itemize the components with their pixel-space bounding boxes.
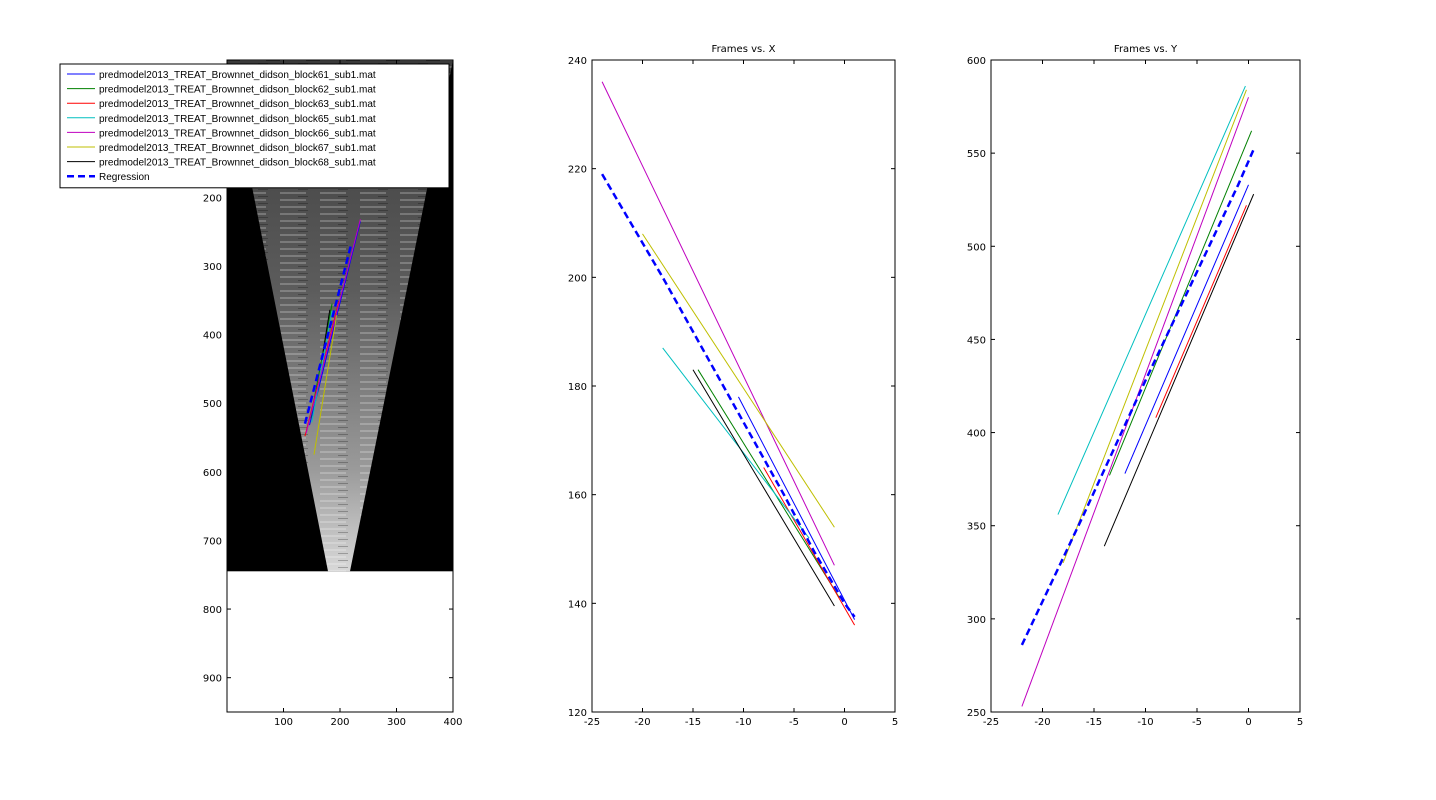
x-tick-label: -10 — [735, 717, 751, 728]
chart-title: Frames vs. Y — [1114, 44, 1178, 55]
frames-vs-y-subplot: Frames vs. Y -25 -20 -15 -10 -5 0 5 250 300 350 40… — [967, 44, 1303, 728]
series-line — [697, 369, 840, 599]
y-tick-label: 450 — [967, 335, 986, 346]
y-tick-label: 600 — [203, 468, 222, 479]
y-tick-label: 200 — [203, 193, 222, 204]
y-tick-label: 500 — [967, 242, 986, 253]
x-tick-label: -5 — [1192, 717, 1202, 728]
y-tick-label: 400 — [967, 429, 986, 440]
legend-label: Regression — [99, 172, 150, 183]
x-tick-label: 5 — [892, 717, 898, 728]
y-tick-label: 600 — [967, 56, 986, 67]
x-tick-label: -20 — [634, 717, 650, 728]
series-line — [601, 81, 835, 566]
legend-box — [59, 63, 450, 189]
series-line — [763, 467, 856, 626]
series-line — [1155, 205, 1247, 418]
series-line — [1057, 85, 1246, 515]
x-tick-label: -15 — [1086, 717, 1102, 728]
x-tick-label: 400 — [443, 717, 462, 728]
y-tick-label: 700 — [203, 536, 222, 547]
frames-vs-x-subplot: Frames vs. X -25 -20 -15 -10 -5 0 5 120 140 160 18… — [568, 44, 898, 728]
y-tick-label: 900 — [203, 674, 222, 685]
legend-label: predmodel2013_TREAT_Brownnet_didson_bloc… — [99, 99, 376, 110]
y-tick-label: 800 — [203, 605, 222, 616]
x-tick-label: -20 — [1034, 717, 1050, 728]
legend: predmodel2013_TREAT_Brownnet_didson_bloc… — [59, 63, 450, 189]
x-tick-label: 0 — [841, 717, 847, 728]
series-line — [1108, 130, 1253, 476]
series-line — [305, 219, 361, 434]
plot-background — [592, 60, 895, 712]
x-tick-label: -25 — [584, 717, 600, 728]
legend-label: predmodel2013_TREAT_Brownnet_didson_bloc… — [99, 158, 376, 169]
y-tick-label: 120 — [568, 708, 587, 719]
legend-label: predmodel2013_TREAT_Brownnet_didson_bloc… — [99, 128, 376, 139]
series-line — [1103, 193, 1255, 547]
y-tick-label: 200 — [568, 273, 587, 284]
y-tick-label: 180 — [568, 382, 587, 393]
series-line — [1124, 184, 1249, 474]
regression-line — [303, 243, 353, 425]
y-tick-label: 500 — [203, 399, 222, 410]
series-line — [662, 347, 810, 539]
series-line — [311, 310, 333, 423]
x-tick-label: 0 — [1245, 717, 1251, 728]
y-tick-label: 220 — [568, 165, 587, 176]
legend-label: predmodel2013_TREAT_Brownnet_didson_bloc… — [99, 114, 376, 125]
chart-title: Frames vs. X — [712, 44, 776, 55]
y-tick-label: 400 — [203, 331, 222, 342]
y-tick-label: 550 — [967, 149, 986, 160]
y-tick-label: 240 — [568, 56, 587, 67]
y-tick-label: 350 — [967, 522, 986, 533]
y-tick-label: 300 — [203, 262, 222, 273]
regression-line — [601, 173, 856, 618]
series-line — [738, 396, 856, 620]
x-tick-label: -5 — [789, 717, 799, 728]
series-line — [642, 233, 835, 528]
x-tick-label: -10 — [1137, 717, 1153, 728]
y-tick-label: 140 — [568, 599, 587, 610]
series-line — [1062, 89, 1247, 564]
regression-line — [1020, 148, 1255, 646]
series-line — [692, 369, 835, 607]
legend-label: predmodel2013_TREAT_Brownnet_didson_bloc… — [99, 70, 376, 81]
x-tick-label: 300 — [387, 717, 406, 728]
x-tick-label: 5 — [1297, 717, 1303, 728]
x-tick-label: 100 — [274, 717, 293, 728]
image-subplot: 100200300400100200300400500600700800900 … — [59, 59, 463, 728]
x-tick-label: -15 — [685, 717, 701, 728]
series-line — [313, 315, 338, 455]
x-tick-label: -25 — [983, 717, 999, 728]
x-tick-label: 200 — [330, 717, 349, 728]
y-tick-label: 160 — [568, 491, 587, 502]
y-tick-label: 300 — [967, 615, 986, 626]
y-tick-label: 250 — [967, 708, 986, 719]
legend-label: predmodel2013_TREAT_Brownnet_didson_bloc… — [99, 143, 376, 154]
legend-label: predmodel2013_TREAT_Brownnet_didson_bloc… — [99, 85, 376, 96]
